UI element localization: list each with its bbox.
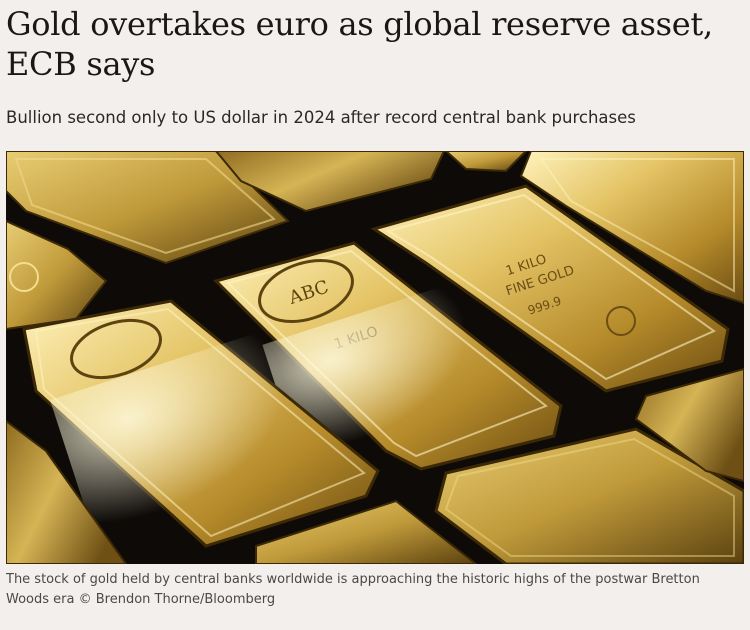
gold-bar-right-edge: [634, 367, 744, 483]
photo-caption: The stock of gold held by central banks …: [6, 572, 700, 607]
gold-bars-illustration: ABC 1 KILO 1 KILO FINE GOLD 999.9: [6, 151, 744, 564]
gold-bars-photo: ABC 1 KILO 1 KILO FINE GOLD 999.9: [6, 151, 744, 564]
gold-bar-lower-left: [22, 299, 380, 548]
gold-bar-top-right-small: [444, 151, 528, 173]
gold-bar-left-edge: [6, 219, 108, 331]
gold-bar-top-center: [214, 151, 446, 213]
gold-bar-abc-center: ABC 1 KILO: [213, 241, 563, 471]
gold-bar-top-far-right: [519, 151, 744, 305]
gold-bar-bottom-right: [434, 427, 744, 564]
standfirst: Bullion second only to US dollar in 2024…: [6, 108, 636, 127]
gold-bar-bottom-left: [6, 419, 128, 564]
gold-bar-bottom-center: [255, 499, 478, 564]
headline: Gold overtakes euro as global reserve as…: [6, 5, 713, 83]
gold-bar-fine-gold: 1 KILO FINE GOLD 999.9: [370, 184, 730, 393]
gold-bar-top-left: [6, 151, 290, 265]
